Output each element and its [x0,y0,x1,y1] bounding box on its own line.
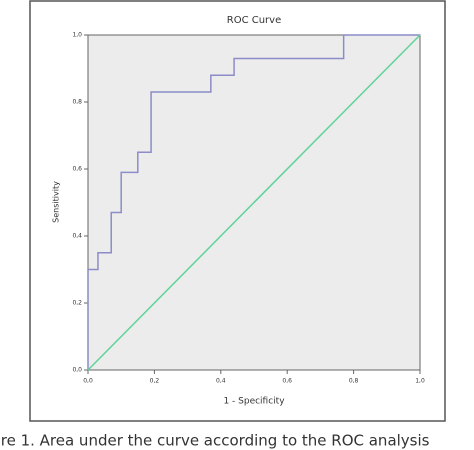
x-tick-label: 0,6 [282,378,292,385]
y-tick-label: 1,0 [72,32,82,39]
x-tick-label: 0,8 [349,378,359,385]
x-tick-label: 1,0 [415,378,425,385]
x-tick-label: 0,4 [216,378,226,385]
roc-line [87,34,420,370]
y-axis-label: Sensitivity [52,181,61,223]
x-tick-label: 0,0 [83,378,93,385]
y-tick-label: 0,8 [72,99,82,106]
x-axis-label: 1 - Specificity [223,397,285,407]
y-tick-label: 0,0 [72,367,82,374]
x-tick-label: 0,2 [150,378,160,385]
y-tick-label: 0,6 [72,166,82,173]
chart-title: ROC Curve [227,15,281,26]
y-tick-label: 0,4 [72,233,82,240]
roc-line [87,34,421,371]
caption: Figure 1. Area under the curve according… [0,432,430,450]
y-tick-label: 0,2 [72,300,82,307]
